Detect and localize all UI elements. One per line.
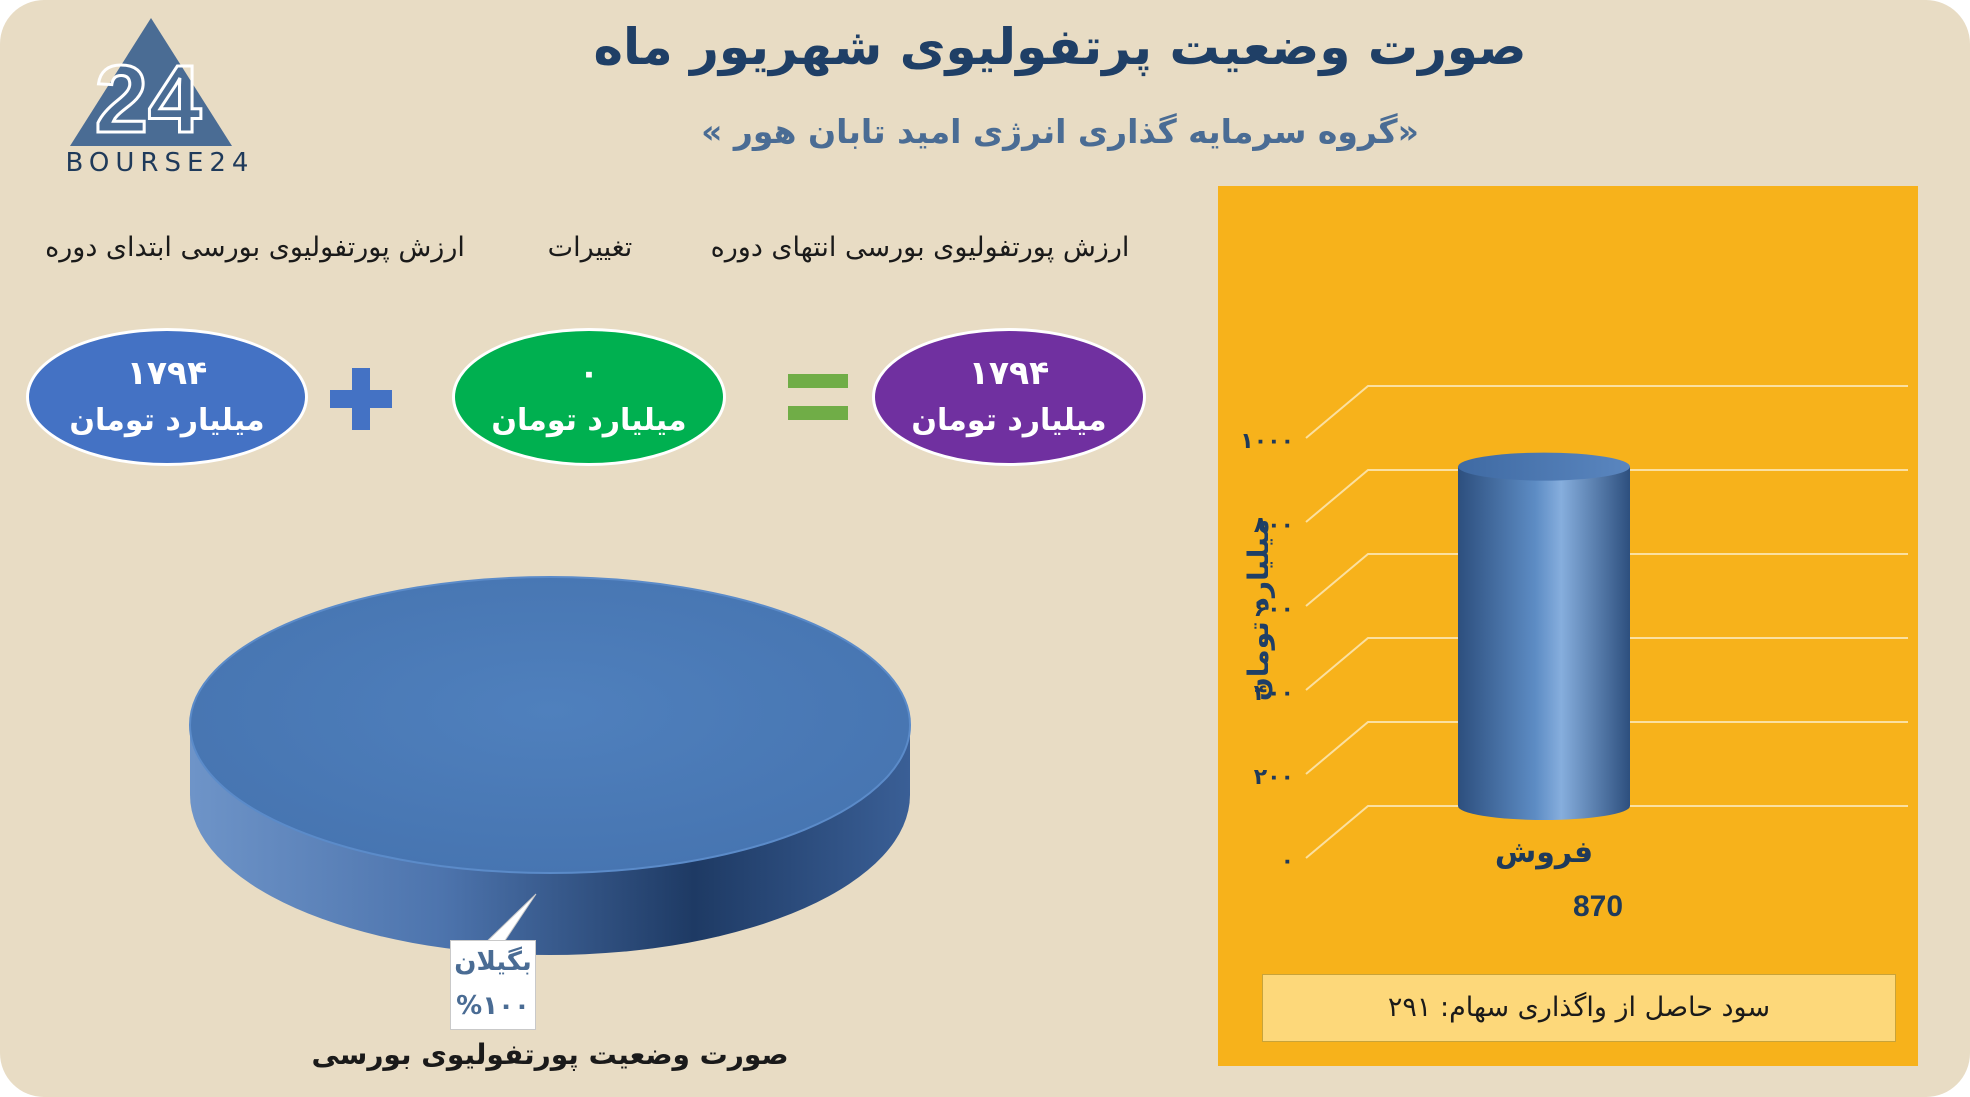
pie-data-label: بگیلان %۱۰۰: [450, 940, 536, 1030]
end-value-ellipse: ۱۷۹۴ میلیارد تومان: [872, 328, 1146, 466]
change-value-unit: میلیارد تومان: [491, 403, 687, 438]
bar-sales-top: [1458, 452, 1630, 481]
start-value-number: ۱۷۹۴: [126, 353, 208, 392]
page-subtitle: «گروه سرمایه گذاری انرژی امید تابان هور …: [701, 112, 1419, 151]
gridline: [1305, 721, 1908, 775]
y-axis-title: میلیارد تومان: [1242, 519, 1275, 701]
end-value-number: ۱۷۹۴: [968, 353, 1050, 392]
gridline: [1305, 805, 1908, 859]
equals-icon: [788, 374, 848, 388]
equals-icon-lower: [788, 406, 848, 420]
gridline: [1305, 469, 1908, 523]
label-change: تغییرات: [547, 232, 633, 263]
y-tick-label: ۸۰۰: [1254, 513, 1294, 538]
gridline: [1305, 553, 1908, 607]
gridline: [1305, 385, 1908, 439]
gridline: [1305, 637, 1908, 691]
end-value-unit: میلیارد تومان: [911, 403, 1107, 438]
logo-text: BOURSE24: [65, 148, 255, 178]
label-start-value: ارزش پورتفولیوی بورسی ابتدای دوره: [45, 232, 465, 263]
bar-value-label: 870: [1573, 890, 1623, 923]
y-tick-label: ۴۰۰: [1254, 681, 1294, 706]
label-end-value: ارزش پورتفولیوی بورسی انتهای دوره: [710, 232, 1130, 263]
y-tick-label: ۲۰۰: [1254, 765, 1294, 790]
portfolio-pie-chart: [189, 576, 911, 955]
plus-icon-vertical: [352, 368, 370, 430]
y-tick-label: ۶۰۰: [1254, 597, 1294, 622]
pie-label-name: بگیلان: [454, 947, 532, 977]
profit-box: سود حاصل از واگذاری سهام: ۲۹۱: [1262, 974, 1896, 1042]
sales-bar-chart: ۰ ۲۰۰ ۴۰۰ ۶۰۰ ۸۰۰ ۱۰۰۰ میلیارد تومان فروش 870: [1240, 385, 1908, 923]
x-category-label: فروش: [1495, 835, 1593, 870]
change-value-ellipse: ۰ میلیارد تومان: [452, 328, 726, 466]
start-value-unit: میلیارد تومان: [69, 403, 265, 438]
bar-sales-body: [1458, 466, 1630, 820]
pie-label-percent: %۱۰۰: [456, 991, 530, 1021]
logo-mark: 24: [95, 46, 202, 152]
y-tick-label: ۰: [1281, 849, 1294, 874]
change-value-number: ۰: [578, 353, 600, 392]
start-value-ellipse: ۱۷۹۴ میلیارد تومان: [26, 328, 308, 466]
page-title: صورت وضعیت پرتفولیوی شهریور ماه: [593, 18, 1527, 76]
pie-slice-top: [189, 576, 911, 874]
pie-caption: صورت وضعیت پورتفولیوی بورسی: [311, 1038, 789, 1071]
bourse24-logo: 24: [70, 18, 232, 152]
y-tick-label: ۱۰۰۰: [1240, 429, 1294, 454]
